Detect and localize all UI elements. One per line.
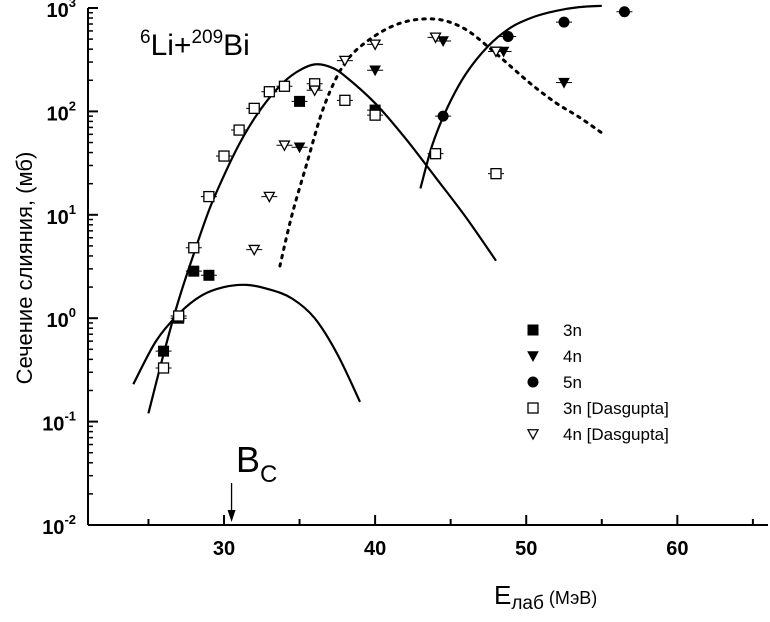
- model-curve-3: [278, 17, 604, 268]
- series-3-point: [618, 6, 630, 18]
- x-tick-label: 30: [213, 538, 235, 560]
- series-2-point: [558, 77, 570, 89]
- series-5-point: [369, 39, 382, 51]
- series-1-point: [158, 345, 170, 357]
- series-5-point: [429, 32, 442, 44]
- y-tick-label: 10-1: [42, 409, 76, 436]
- x-axis-label: Eлаб (МэВ): [494, 580, 597, 614]
- series-5-point: [489, 46, 503, 58]
- series-5-point: [278, 140, 291, 152]
- plot-frame: [87, 8, 768, 526]
- series-2-point: [293, 142, 306, 154]
- legend-marker-3: [527, 376, 539, 388]
- series-4-point: [339, 94, 351, 106]
- series-1-point: [203, 269, 215, 281]
- series-4-point: [248, 102, 260, 115]
- x-axis-label-main: E: [494, 580, 511, 610]
- series-4-point: [218, 150, 230, 162]
- y-tick-label: 103: [47, 0, 76, 22]
- legend-label-3: 5n: [563, 373, 582, 392]
- series-4-point: [157, 362, 170, 374]
- annotation-arrow-head: [227, 510, 236, 522]
- model-curve-4: [419, 4, 602, 189]
- series-4-point: [188, 242, 200, 254]
- annotation-sub: C: [260, 461, 277, 488]
- series-3-point: [502, 31, 514, 43]
- svg-text:BC: BC: [236, 439, 277, 488]
- y-axis-label: Сечение слияния, (мб): [12, 152, 37, 385]
- legend-marker-1: [527, 324, 539, 336]
- series-4-point: [369, 109, 381, 121]
- series-4-point: [233, 124, 245, 136]
- chart-title: 6Li+209Bi: [140, 27, 250, 62]
- series-3-point: [558, 16, 570, 28]
- series-4-point: [173, 310, 185, 322]
- axis-ticks: 30 40 50 60 10-2 10-1 100 101 102 103: [42, 0, 754, 560]
- series-4-point: [429, 148, 442, 160]
- y-tick-label: 100: [47, 305, 76, 332]
- legend-label-1: 3n: [563, 321, 582, 340]
- series-1-point: [294, 95, 306, 107]
- coulomb-barrier-annotation: BC: [227, 439, 277, 522]
- x-tick-label: 40: [364, 538, 386, 560]
- x-tick-label: 50: [515, 538, 537, 560]
- series-5-point: [263, 191, 276, 203]
- series-5-point: [248, 244, 261, 257]
- title-mass-b: 209: [191, 27, 223, 48]
- title-mass-a: 6: [140, 27, 151, 48]
- y-tick-label: 102: [47, 98, 76, 125]
- legend: 3n 4n 5n 3n [Dasgupta] 4n [Dasgupta]: [526, 321, 669, 444]
- y-tick-label: 101: [47, 202, 76, 229]
- legend-label-2: 4n: [563, 347, 582, 366]
- series-4-point: [263, 86, 275, 98]
- legend-label-5: 4n [Dasgupta]: [563, 425, 669, 444]
- legend-marker-5: [526, 429, 540, 441]
- series-4-point: [203, 190, 215, 203]
- x-tick-label: 60: [666, 538, 688, 560]
- x-axis-label-sub: лаб: [511, 593, 544, 614]
- legend-marker-2: [527, 351, 539, 363]
- title-symbol-b: Bi: [223, 29, 250, 62]
- series-2-point: [437, 36, 449, 48]
- legend-label-4: 3n [Dasgupta]: [563, 399, 669, 418]
- annotation-base: B: [236, 439, 260, 480]
- y-tick-label: 10-2: [42, 512, 76, 539]
- data-points: [155, 6, 633, 374]
- legend-marker-4: [527, 402, 539, 414]
- series-5-point: [338, 55, 351, 67]
- series-2-point: [369, 65, 381, 77]
- x-axis-label-unit: (МэВ): [549, 588, 597, 608]
- title-symbol-a: Li+: [151, 29, 192, 62]
- series-4-point: [278, 80, 291, 92]
- series-5-point: [308, 85, 321, 97]
- series-1-point: [188, 265, 200, 277]
- series-4-point: [490, 168, 502, 180]
- series-3-point: [437, 110, 449, 122]
